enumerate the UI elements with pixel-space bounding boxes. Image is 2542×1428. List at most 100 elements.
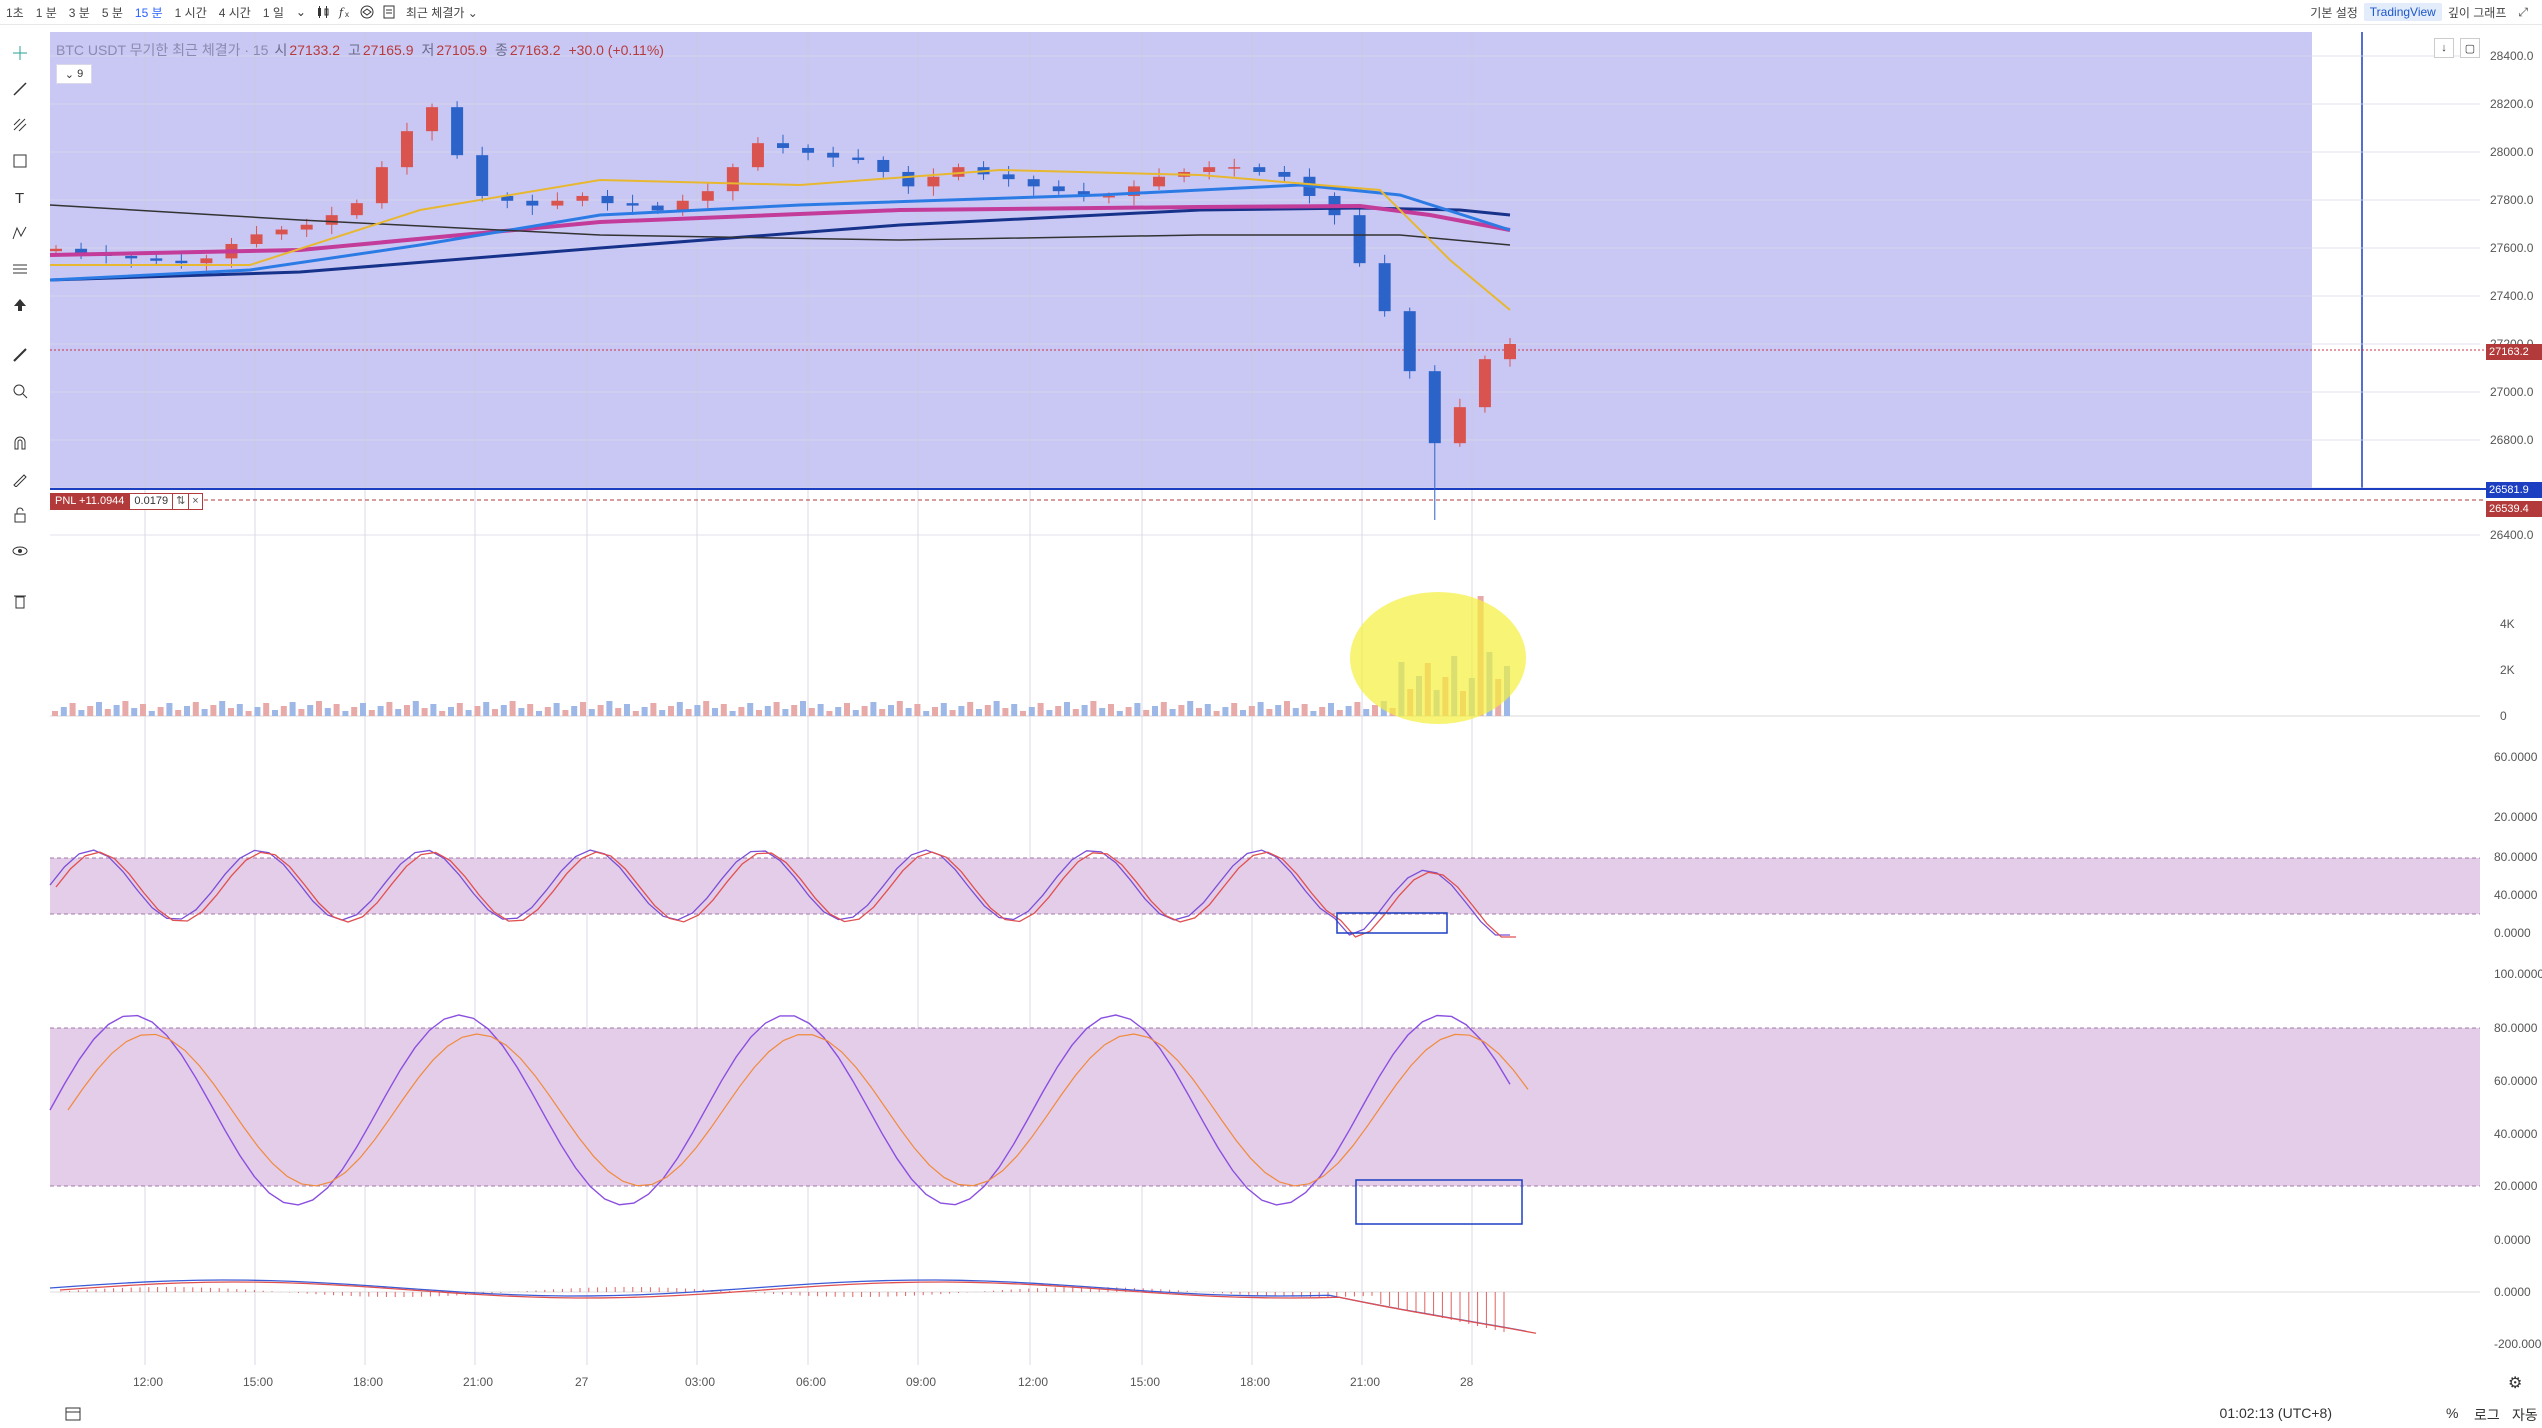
- volume-bar-35: [360, 703, 366, 716]
- volume-tick-1: 2K: [2500, 663, 2515, 677]
- candle-body-12: [350, 203, 363, 216]
- high-label: 고: [347, 42, 361, 58]
- eye-icon[interactable]: [10, 541, 30, 561]
- candle-body-55: [1428, 371, 1441, 444]
- fullscreen-icon[interactable]: ⤢: [2518, 4, 2528, 19]
- volume-bar-81: [764, 706, 771, 716]
- timeframe-5m[interactable]: 5 분: [101, 5, 123, 20]
- osc1-tick-2: 80.0000: [2494, 850, 2538, 864]
- volume-bar-42: [421, 708, 428, 716]
- volume-bar-67: [641, 707, 648, 716]
- timeframe-1m[interactable]: 1 분: [35, 5, 57, 20]
- time-tick-5: 03:00: [685, 1375, 715, 1389]
- volume-bar-134: [1231, 703, 1238, 716]
- volume-bar-94: [879, 709, 886, 716]
- settings-button[interactable]: 기본 설정: [2310, 5, 2358, 20]
- trash-icon[interactable]: [10, 591, 30, 611]
- volume-bar-124: [1143, 710, 1150, 716]
- volume-bar-123: [1134, 703, 1141, 716]
- chevron-down-icon[interactable]: ⌄: [295, 5, 306, 19]
- timeframe-1h[interactable]: 1 시간: [174, 5, 207, 20]
- timeframe-4h[interactable]: 4 시간: [218, 5, 251, 20]
- candle-body-18: [501, 195, 514, 201]
- fib-icon[interactable]: [10, 115, 30, 135]
- osc2-tick-0: 100.0000: [2494, 967, 2542, 981]
- ma-pink-line: [49, 203, 1511, 257]
- volume-bar-26: [280, 706, 287, 716]
- timeframe-1s[interactable]: 1초: [6, 5, 24, 20]
- trendline-icon[interactable]: [10, 79, 30, 99]
- candle-body-32: [852, 157, 865, 160]
- candle-body-44: [1153, 176, 1166, 187]
- reverse-position-button[interactable]: ⇅: [173, 493, 190, 510]
- log-toggle[interactable]: 로그: [2474, 1407, 2500, 1423]
- tradingview-button[interactable]: TradingView: [2363, 3, 2442, 21]
- volume-bar-12: [157, 707, 164, 716]
- percent-toggle[interactable]: %: [2446, 1405, 2459, 1421]
- indicators-count: 9: [77, 68, 84, 80]
- volume-bar-112: [1037, 703, 1044, 716]
- volume-bar-108: [1002, 708, 1009, 716]
- volume-bar-54: [527, 704, 534, 716]
- volume-bar-3: [78, 710, 85, 716]
- candles-icon[interactable]: [315, 4, 331, 20]
- timeframe-1d[interactable]: 1 일: [262, 5, 284, 20]
- volume-bar-77: [729, 711, 736, 716]
- pattern-icon[interactable]: [10, 223, 30, 243]
- trading-chart[interactable]: 28400.0 28200.0 28000.0 27800.0 27600.0 27400…: [0, 0, 2542, 1398]
- candle-body-22: [601, 195, 614, 204]
- stay-drawing-icon[interactable]: [10, 469, 30, 489]
- indicators-toggle[interactable]: ⌄ 9: [56, 64, 92, 84]
- volume-bar-99: [923, 711, 930, 716]
- volume-bar-118: [1090, 701, 1097, 716]
- compare-icon[interactable]: [359, 4, 375, 20]
- volume-bar-58: [562, 710, 569, 716]
- measure-icon[interactable]: [10, 345, 30, 365]
- depth-chart-button[interactable]: 깊이 그래프: [2447, 5, 2507, 20]
- volume-bar-31: [324, 708, 331, 716]
- time-tick-0: 12:00: [133, 1375, 163, 1389]
- date-range-icon[interactable]: [64, 1404, 82, 1425]
- volume-bar-111: [1028, 707, 1035, 716]
- volume-bar-139: [1275, 705, 1282, 716]
- notes-icon[interactable]: [381, 4, 397, 20]
- lock-icon[interactable]: [10, 505, 30, 525]
- scroll-down-icon[interactable]: ↓: [2434, 38, 2454, 58]
- volume-bar-135: [1240, 710, 1246, 716]
- volume-bar-40: [404, 705, 410, 716]
- volume-bar-78: [738, 707, 745, 716]
- arrow-up-icon[interactable]: [10, 295, 30, 315]
- volume-bar-141: [1292, 708, 1299, 716]
- candle-body-20: [551, 200, 564, 206]
- time-tick-9: 15:00: [1130, 1375, 1160, 1389]
- candle-body-39: [1027, 179, 1040, 187]
- timeframe-3m[interactable]: 3 분: [68, 5, 90, 20]
- maximize-icon[interactable]: ▢: [2460, 38, 2480, 58]
- auto-toggle[interactable]: 자동: [2512, 1407, 2538, 1423]
- price-source-select[interactable]: 최근 체결가 ⌄: [405, 5, 478, 20]
- volume-bar-131: [1204, 704, 1211, 716]
- volume-bar-92: [861, 706, 868, 716]
- zoom-icon[interactable]: [10, 381, 30, 401]
- rectangle-icon[interactable]: [10, 151, 30, 171]
- close-label: 종: [494, 42, 508, 58]
- candle-body-14: [400, 131, 413, 168]
- close-value: 27163.2: [509, 42, 561, 58]
- volume-bar-109: [1011, 704, 1018, 716]
- volume-bar-76: [720, 704, 727, 716]
- text-tool-icon[interactable]: T: [10, 187, 30, 207]
- volume-bar-138: [1266, 709, 1273, 716]
- close-position-button[interactable]: ×: [189, 493, 203, 510]
- position-qty: 0.0179: [129, 493, 174, 510]
- crosshair-icon[interactable]: [10, 43, 30, 63]
- volume-bar-90: [844, 703, 850, 716]
- volume-bar-144: [1319, 707, 1326, 716]
- time-tick-2: 18:00: [353, 1375, 383, 1389]
- volume-bar-132: [1213, 711, 1220, 716]
- forecast-icon[interactable]: [10, 259, 30, 279]
- magnet-icon[interactable]: [10, 433, 30, 453]
- timeframe-15m[interactable]: 15 분: [134, 5, 163, 20]
- volume-bar-60: [580, 702, 586, 716]
- volume-bar-102: [949, 710, 956, 716]
